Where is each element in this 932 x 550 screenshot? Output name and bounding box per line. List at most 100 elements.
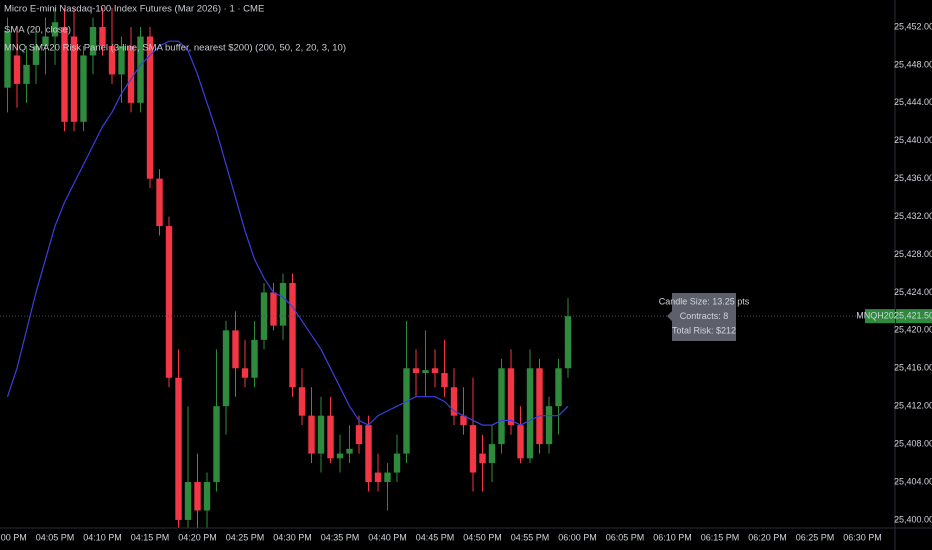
annotation-box	[667, 293, 736, 341]
candle-body	[308, 415, 315, 454]
y-tick-label: 25,420.00	[894, 325, 932, 335]
x-tick-label: 06:25 PM	[796, 532, 835, 542]
annotation-line: Contracts: 8	[680, 311, 729, 321]
candle-body	[479, 453, 486, 464]
y-tick-label: 25,452.00	[894, 21, 932, 31]
candle-body	[89, 27, 97, 56]
candle-body	[317, 415, 325, 454]
candle-body	[441, 373, 448, 388]
candle-body	[4, 30, 11, 88]
x-tick-label: 06:05 PM	[606, 532, 645, 542]
candle-body	[374, 472, 382, 483]
candle-body	[555, 368, 562, 407]
candle-body	[213, 406, 220, 483]
x-tick-label: 06:10 PM	[653, 532, 692, 542]
candle-body	[355, 425, 363, 445]
candle-body	[507, 368, 515, 426]
x-tick-label: 04:40 PM	[368, 532, 407, 542]
candle-body	[251, 339, 258, 378]
y-tick-label: 25,424.00	[894, 287, 932, 297]
x-tick-label: 04:30 PM	[273, 532, 312, 542]
y-tick-label: 25,408.00	[894, 438, 932, 448]
candle-body	[422, 370, 429, 374]
x-tick-label: 04:10 PM	[83, 532, 122, 542]
x-tick-label: 06:30 PM	[843, 532, 882, 542]
chart-title: Micro E-mini Nasdaq-100 Index Futures (M…	[4, 4, 264, 15]
legend-sma: SMA (20, close)	[4, 25, 71, 36]
x-tick-label: 04:35 PM	[321, 532, 360, 542]
candle-body	[127, 45, 135, 103]
y-tick-label: 25,436.00	[894, 173, 932, 183]
candle-body	[393, 453, 401, 473]
candle-body	[203, 482, 211, 511]
candle-body	[232, 330, 239, 369]
y-tick-label: 25,432.00	[894, 211, 932, 221]
candle-body	[194, 482, 201, 511]
candle-body	[137, 36, 144, 103]
candle-body	[412, 368, 420, 374]
legend-indicator: MNQ SMA20 Risk Panel (3-line, SMA buffer…	[4, 43, 346, 54]
candle-body	[222, 330, 230, 407]
candle-body	[431, 368, 439, 374]
candle-body	[108, 45, 116, 75]
candle-body	[289, 282, 296, 388]
candle-body	[118, 45, 125, 75]
last-price-box	[896, 309, 932, 324]
x-tick-label: 06:00 PM	[558, 532, 597, 542]
candle-body	[13, 55, 21, 84]
candle-body	[156, 178, 163, 227]
candle-body	[450, 387, 458, 416]
candle-body	[51, 22, 59, 37]
x-tick-label: 04:45 PM	[416, 532, 455, 542]
candle-body	[32, 45, 40, 65]
candle-body	[498, 368, 505, 445]
candle-body	[403, 368, 410, 454]
candle-body	[536, 368, 543, 445]
candle-body	[42, 36, 49, 46]
candle-body	[365, 425, 372, 483]
x-tick-label: 04:15 PM	[131, 532, 170, 542]
candle-body	[184, 482, 192, 520]
x-tick-label: 04:20 PM	[178, 532, 217, 542]
x-tick-label: 04:05 PM	[36, 532, 75, 542]
y-tick-label: 25,448.00	[894, 59, 932, 69]
candle-body	[564, 316, 572, 369]
y-tick-label: 25,428.00	[894, 249, 932, 259]
candle-body	[346, 448, 353, 454]
candle-body	[488, 444, 496, 464]
candle-body	[270, 292, 277, 326]
candle-body	[517, 425, 524, 459]
sma-line	[6, 40, 569, 426]
candle-body	[165, 226, 173, 378]
candle-body	[23, 64, 30, 84]
annotation-line: Total Risk: $212	[672, 325, 736, 335]
annotation-line: Candle Size: 13.25 pts	[659, 296, 750, 306]
last-price-label: 25,421.50	[894, 311, 932, 321]
x-tick-label: 04:25 PM	[226, 532, 265, 542]
candle-body	[146, 36, 154, 179]
candle-body	[526, 368, 534, 459]
candle-body	[175, 377, 182, 520]
candle-body	[99, 27, 106, 46]
symbol-tag: MNQH2026	[856, 311, 904, 321]
candle-body	[80, 55, 87, 122]
candle-body	[469, 425, 477, 473]
candle-body	[460, 415, 467, 426]
candle-body	[545, 406, 553, 445]
y-tick-label: 25,412.00	[894, 401, 932, 411]
candle-body	[61, 27, 68, 122]
x-tick-label: 04:00 PM	[0, 532, 27, 542]
candle-body	[384, 472, 391, 483]
candle-body	[298, 387, 306, 416]
x-tick-label: 06:20 PM	[748, 532, 787, 542]
y-tick-label: 25,416.00	[894, 363, 932, 373]
candle-body	[327, 415, 334, 459]
candle-body	[279, 282, 287, 326]
y-tick-label: 25,400.00	[894, 514, 932, 524]
plot-area	[4, 8, 572, 528]
candle-body	[70, 36, 78, 122]
y-tick-label: 25,440.00	[894, 135, 932, 145]
